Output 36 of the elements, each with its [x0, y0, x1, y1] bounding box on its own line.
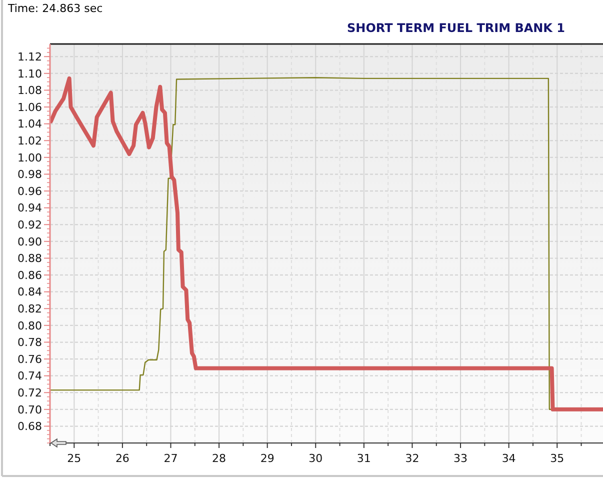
y-tick-label: 1.00 [18, 151, 42, 164]
y-tick-label: 1.02 [18, 134, 42, 148]
y-tick-label: 0.96 [18, 184, 42, 198]
y-tick-label: 0.88 [18, 252, 42, 266]
y-tick-label: 0.92 [18, 218, 42, 232]
x-tick-label: 26 [115, 452, 130, 465]
y-tick-label: 0.98 [18, 168, 42, 182]
chart-title: SHORT TERM FUEL TRIM BANK 1 [347, 21, 565, 35]
x-tick-label: 27 [164, 452, 178, 465]
y-tick-label: 0.78 [18, 336, 42, 350]
y-tick-label: 1.10 [18, 67, 42, 80]
x-tick-label: 25 [67, 452, 82, 465]
x-tick-label: 28 [212, 452, 226, 465]
y-tick-label: 0.90 [18, 235, 42, 248]
y-tick-label: 0.86 [18, 268, 42, 282]
y-tick-label: 0.70 [18, 403, 42, 416]
y-tick-label: 1.04 [18, 118, 42, 131]
y-tick-label: 0.80 [18, 319, 42, 332]
y-tick-label: 0.84 [18, 286, 42, 299]
y-tick-label: 0.72 [18, 386, 42, 400]
y-tick-label: 0.76 [18, 352, 42, 366]
x-tick-label: 34 [502, 452, 516, 465]
y-tick-label: 1.08 [18, 84, 42, 98]
x-tick-label: 30 [308, 452, 323, 465]
text: Time: 24.863 sec [7, 2, 103, 15]
x-tick-label: 31 [356, 452, 371, 465]
x-tick-label: 29 [260, 452, 274, 465]
y-tick-label: 0.82 [18, 302, 42, 316]
x-tick-label: 35 [550, 452, 564, 465]
y-tick-label: 1.06 [18, 100, 42, 114]
x-tick-label: 33 [454, 452, 468, 465]
y-tick-label: 1.12 [18, 50, 42, 64]
y-tick-label: 0.74 [18, 370, 42, 383]
y-tick-label: 0.68 [18, 420, 42, 434]
x-tick-label: 32 [405, 452, 420, 465]
y-tick-label: 0.94 [18, 202, 42, 215]
